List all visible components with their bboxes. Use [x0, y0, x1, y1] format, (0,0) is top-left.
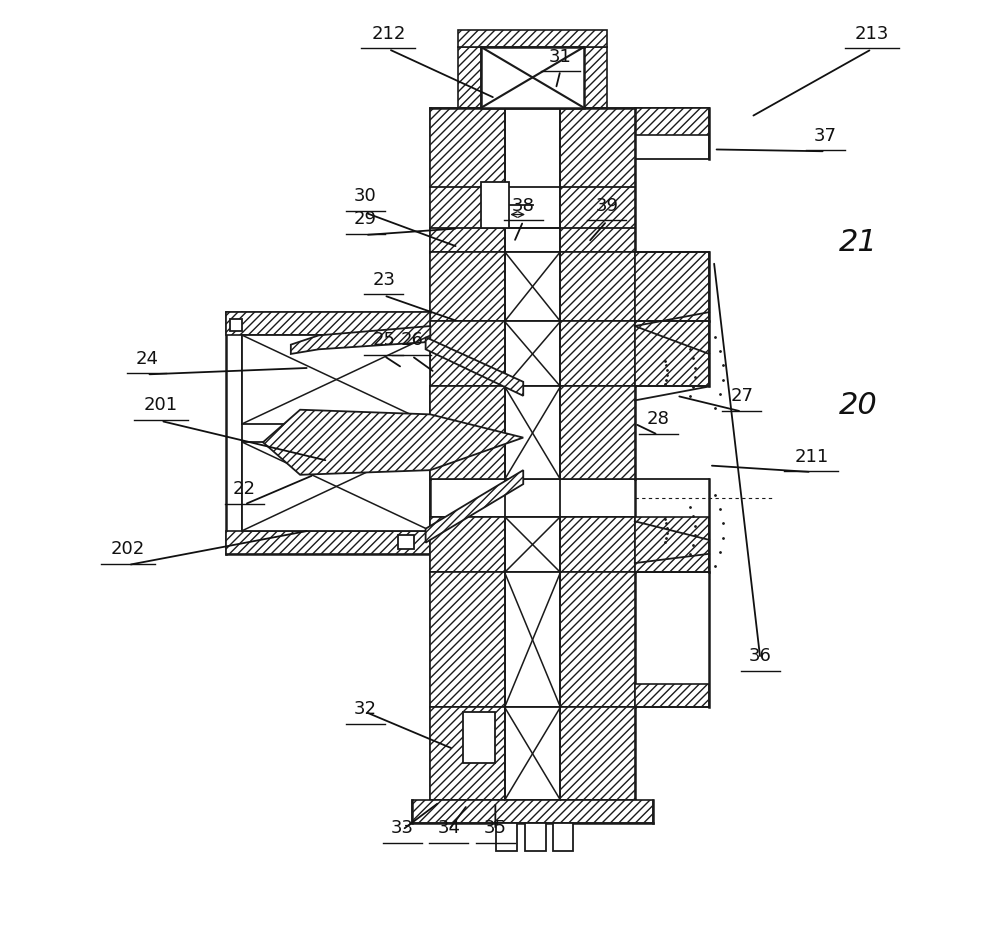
Bar — [398, 535, 414, 549]
Polygon shape — [426, 470, 523, 543]
Bar — [525, 823, 546, 851]
Bar — [560, 573, 635, 708]
Bar — [496, 823, 517, 851]
Bar — [481, 47, 584, 108]
Bar — [635, 321, 709, 386]
Text: 38: 38 — [512, 196, 535, 214]
Text: 35: 35 — [484, 819, 507, 837]
Text: 22: 22 — [233, 480, 256, 498]
Bar — [584, 47, 607, 108]
Bar — [635, 517, 709, 573]
Bar — [505, 573, 560, 708]
Bar — [505, 386, 560, 479]
Bar — [560, 251, 635, 321]
Bar — [635, 251, 709, 321]
Bar — [560, 321, 635, 386]
Bar — [226, 312, 430, 335]
Text: 37: 37 — [814, 127, 837, 145]
Text: 31: 31 — [549, 47, 572, 66]
Bar — [463, 712, 495, 763]
Bar — [430, 108, 505, 251]
Text: 39: 39 — [595, 196, 618, 214]
Bar — [553, 823, 573, 851]
Text: 25: 25 — [372, 331, 395, 349]
Bar — [505, 251, 560, 321]
Text: 21: 21 — [839, 228, 877, 257]
Text: 23: 23 — [372, 271, 395, 289]
Bar — [505, 708, 560, 800]
Bar — [560, 517, 635, 573]
Text: 201: 201 — [144, 397, 178, 414]
Bar — [560, 386, 635, 479]
Bar — [635, 684, 709, 708]
Bar — [560, 108, 635, 251]
Bar — [226, 531, 430, 554]
Text: 202: 202 — [111, 541, 145, 559]
Bar — [635, 108, 709, 158]
Text: 24: 24 — [135, 350, 158, 368]
Text: 27: 27 — [730, 387, 753, 405]
Polygon shape — [263, 410, 523, 475]
Bar — [458, 47, 481, 108]
Text: 28: 28 — [647, 411, 669, 428]
Bar — [230, 318, 242, 331]
Polygon shape — [426, 337, 523, 396]
Bar — [430, 517, 505, 573]
Text: 30: 30 — [354, 187, 377, 205]
Bar — [430, 573, 505, 708]
Text: 29: 29 — [354, 210, 377, 228]
Text: 32: 32 — [354, 700, 377, 719]
Bar — [412, 800, 653, 823]
Bar — [635, 108, 709, 136]
Bar — [430, 321, 505, 386]
Polygon shape — [291, 326, 430, 354]
Bar — [458, 31, 607, 47]
Text: 33: 33 — [391, 819, 414, 837]
Bar — [481, 182, 509, 228]
Text: 213: 213 — [855, 24, 889, 43]
Text: 212: 212 — [371, 24, 406, 43]
Bar — [242, 335, 430, 424]
Bar — [430, 708, 505, 800]
Bar — [560, 708, 635, 800]
Bar — [430, 251, 505, 321]
Text: 211: 211 — [794, 448, 829, 466]
Bar — [242, 442, 430, 531]
Text: 36: 36 — [749, 647, 772, 666]
Text: 20: 20 — [839, 391, 877, 420]
Bar — [430, 386, 505, 479]
Bar — [505, 321, 560, 386]
Text: 26: 26 — [400, 331, 423, 349]
Text: 34: 34 — [437, 819, 460, 837]
Bar — [505, 517, 560, 573]
